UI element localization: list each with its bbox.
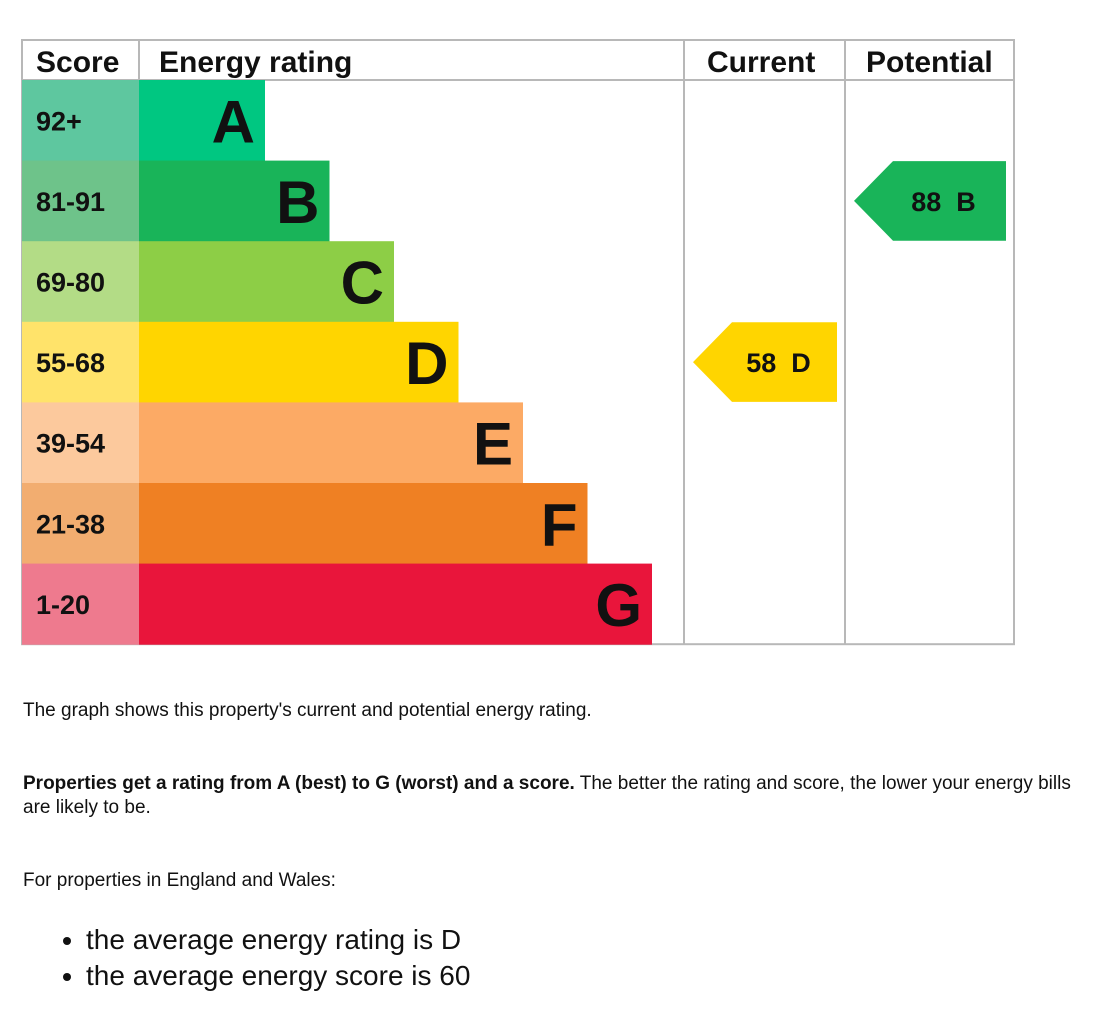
band-letter: E	[473, 411, 513, 478]
potential-rating-marker-arrow	[854, 161, 1006, 241]
averages-list: the average energy rating is D the avera…	[30, 922, 470, 994]
chart-header: Score Energy rating Current Potential	[36, 46, 993, 79]
band-c: 69-80 C	[22, 241, 394, 323]
band-b: 81-91 B	[22, 160, 330, 242]
band-bar	[139, 80, 265, 162]
region-intro: For properties in England and Wales:	[23, 870, 336, 891]
band-bar	[139, 483, 588, 565]
band-score-label: 69-80	[36, 268, 105, 298]
graph-description: The graph shows this property's current …	[23, 700, 592, 721]
band-bar	[139, 563, 652, 645]
average-score-item: the average energy score is 60	[86, 958, 470, 994]
band-a: 92+ A	[22, 80, 265, 162]
band-score-cell	[22, 321, 139, 403]
band-letter: G	[595, 572, 642, 639]
current-rating-marker-label: 58 D	[746, 348, 811, 378]
rating-explanation: Properties get a rating from A (best) to…	[23, 772, 1083, 820]
band-score-label: 55-68	[36, 348, 105, 378]
rating-explanation-rest: The better the rating and score, the low…	[23, 773, 1071, 818]
band-score-label: 39-54	[36, 429, 105, 459]
band-score-cell	[22, 402, 139, 484]
band-score-cell	[22, 241, 139, 323]
band-bar	[139, 241, 394, 323]
band-letter: D	[405, 330, 448, 397]
band-score-label: 81-91	[36, 187, 105, 217]
current-rating-marker-arrow	[693, 322, 837, 402]
band-bar	[139, 402, 523, 484]
band-score-cell	[22, 563, 139, 645]
band-bar	[139, 321, 459, 403]
band-score-label: 21-38	[36, 509, 105, 539]
rating-explanation-bold: Properties get a rating from A (best) to…	[23, 773, 575, 794]
header-current: Current	[707, 46, 815, 79]
band-g: 1-20 G	[22, 563, 652, 645]
band-letter: B	[276, 169, 319, 236]
band-score-label: 92+	[36, 106, 82, 136]
band-d: 55-68 D	[22, 321, 459, 403]
band-letter: C	[341, 250, 384, 317]
epc-chart: 92+ A81-91 B69-80 C55-68 D39-54 E21-38 F1-20 G …	[21, 39, 1015, 646]
current-rating-marker: 58 D	[693, 322, 837, 402]
rating-bands: 92+ A 81-91 B 69-80 C 55-68 D 39-54 E 21-38 F 1-20 G	[22, 80, 652, 645]
band-score-cell	[22, 483, 139, 565]
band-f: 21-38 F	[22, 483, 588, 565]
potential-rating-marker-label: 88 B	[911, 187, 976, 217]
band-score-label: 1-20	[36, 590, 90, 620]
rating-markers: 58 D 88 B	[693, 161, 1006, 402]
band-bar	[139, 160, 330, 242]
band-score-cell	[22, 160, 139, 242]
potential-rating-marker: 88 B	[854, 161, 1006, 241]
header-score: Score	[36, 46, 119, 79]
band-letter: A	[212, 88, 255, 155]
band-score-cell	[22, 80, 139, 162]
band-e: 39-54 E	[22, 402, 523, 484]
header-potential: Potential	[866, 46, 993, 79]
band-letter: F	[541, 491, 578, 558]
average-rating-item: the average energy rating is D	[86, 922, 470, 958]
header-energy-rating: Energy rating	[159, 46, 352, 79]
